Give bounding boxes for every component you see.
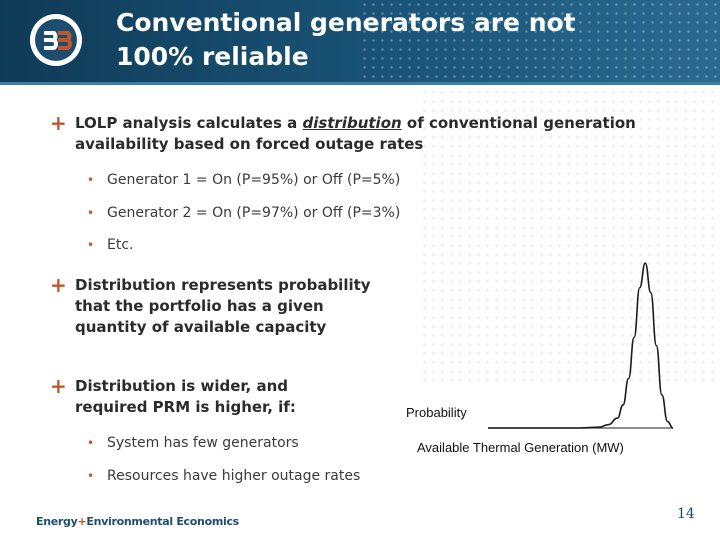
dot-bullet-icon: • xyxy=(87,238,95,252)
slide-title-line2: 100% reliable xyxy=(116,42,309,71)
sub-bullet-text: Generator 1 = On (P=95%) or Off (P=5%) xyxy=(107,172,401,188)
sub-bullet-generator-2: • Generator 2 = On (P=97%) or Off (P=3%) xyxy=(87,203,507,223)
chart-y-axis-label: Probability xyxy=(406,405,467,420)
footer-brand-economics: Environmental Economics xyxy=(86,515,239,528)
sub-bullet-generator-1: • Generator 1 = On (P=95%) or Off (P=5%) xyxy=(87,170,507,190)
footer-brand-energy: Energy xyxy=(36,515,78,528)
bullet-lolp-emphasis: distribution xyxy=(302,114,402,132)
company-logo-icon xyxy=(30,14,82,66)
sub-bullet-text: System has few generators xyxy=(107,435,299,451)
dot-bullet-icon: • xyxy=(87,173,95,187)
sub-bullet-few-generators: • System has few generators xyxy=(87,433,387,453)
sub-bullet-outage-rates: • Resources have higher outage rates xyxy=(87,466,387,486)
bullet-lolp: + LOLP analysis calculates a distributio… xyxy=(50,113,645,155)
plus-bullet-icon: + xyxy=(50,111,67,135)
dot-bullet-icon: • xyxy=(87,436,95,450)
footer-brand-logo: Energy+Environmental Economics xyxy=(36,515,239,528)
footer-brand-plus: + xyxy=(77,515,87,528)
bullet-wider-text: Distribution is wider, and required PRM … xyxy=(75,377,296,416)
dot-bullet-icon: • xyxy=(87,469,95,483)
title-bar: Conventional generators are not 100% rel… xyxy=(0,0,720,82)
sub-bullet-etc: • Etc. xyxy=(87,235,307,255)
sub-bullet-text: Generator 2 = On (P=97%) or Off (P=3%) xyxy=(107,205,401,221)
bullet-distribution-text: Distribution represents probability that… xyxy=(75,276,371,336)
sub-bullet-text: Etc. xyxy=(107,237,134,253)
sub-bullet-text: Resources have higher outage rates xyxy=(107,468,361,484)
header-divider xyxy=(0,82,720,85)
bullet-lolp-text-post: of conventional generation availability … xyxy=(75,114,636,153)
header-dot-pattern xyxy=(360,0,720,82)
slide-title-line1: Conventional generators are not xyxy=(116,8,576,37)
slide-title: Conventional generators are not 100% rel… xyxy=(116,6,696,74)
plus-bullet-icon: + xyxy=(50,374,67,398)
bullet-distribution: + Distribution represents probability th… xyxy=(50,275,375,338)
bullet-wider: + Distribution is wider, and required PR… xyxy=(50,376,365,418)
dot-bullet-icon: • xyxy=(87,206,95,220)
chart-x-axis-label: Available Thermal Generation (MW) xyxy=(417,440,624,455)
plus-bullet-icon: + xyxy=(50,273,67,297)
bullet-lolp-text-pre: LOLP analysis calculates a xyxy=(75,114,303,132)
page-number: 14 xyxy=(677,506,695,522)
